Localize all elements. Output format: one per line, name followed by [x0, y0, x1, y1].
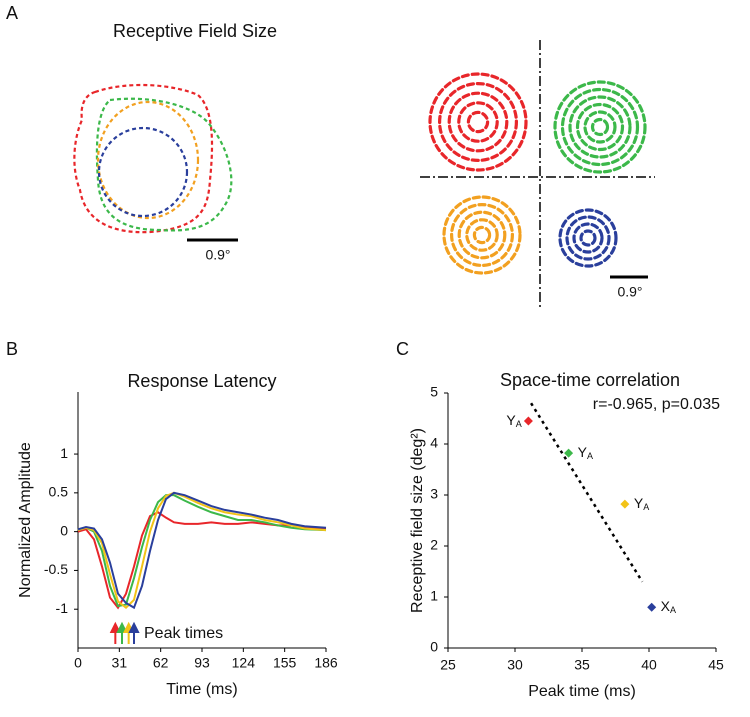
y-tick-label: 0.5 [49, 484, 69, 500]
chart-title: Response Latency [127, 371, 276, 391]
y-tick-label: -1 [56, 600, 69, 616]
rf-ring [579, 229, 597, 247]
y-axis-label: Normalized Amplitude [17, 442, 34, 598]
rf-ring [558, 208, 618, 268]
series-line [77, 491, 327, 610]
panel-label: A [6, 3, 18, 23]
rf-contours [73, 83, 233, 234]
rf-ring [472, 225, 492, 245]
rf-ring [583, 110, 617, 144]
rf-ring [442, 195, 522, 275]
x-tick-label: 62 [153, 655, 169, 671]
x-tick-label: 93 [194, 655, 210, 671]
x-tick-label: 30 [507, 657, 523, 673]
point [647, 602, 657, 612]
annotation: Peak times [144, 625, 223, 642]
y-tick-label: 1 [60, 445, 68, 461]
x-tick-label: 45 [708, 657, 724, 673]
point [620, 499, 630, 509]
rf-ring [457, 210, 507, 260]
contour [95, 97, 233, 232]
chart-title: Space-time correlation [500, 370, 680, 390]
y-tick-label: 1 [430, 588, 438, 604]
scale-label: 0.9° [617, 284, 642, 300]
point [564, 448, 574, 458]
y-tick-label: 0 [60, 522, 68, 538]
x-tick-label: 186 [314, 655, 338, 671]
panel-label: C [396, 339, 409, 359]
y-tick-label: 4 [430, 435, 438, 451]
rf-ring [572, 222, 604, 254]
x-tick-label: 155 [273, 655, 297, 671]
y-tick-label: 3 [430, 486, 438, 502]
rf-ring [450, 203, 515, 268]
x-tick-label: 35 [574, 657, 590, 673]
rf-ring [553, 80, 647, 174]
y-tick-label: -0.5 [44, 561, 68, 577]
trend-line [530, 402, 644, 583]
y-tick-label: 0 [430, 639, 438, 655]
point-label: XA [661, 598, 676, 616]
rf-ring [575, 102, 625, 152]
rf-ring [590, 117, 610, 137]
x-tick-label: 40 [641, 657, 657, 673]
rf-ring [428, 72, 528, 172]
rf-ring [457, 101, 499, 143]
x-axis-label: Time (ms) [166, 681, 237, 698]
point-label: YA [578, 444, 593, 462]
rf-ring [438, 81, 519, 163]
point-label: YA [506, 412, 521, 430]
y-tick-label: 2 [430, 537, 438, 553]
annotation: r=-0.965, p=0.035 [593, 396, 720, 413]
series-line [77, 491, 327, 609]
panel-title: Receptive Field Size [113, 21, 277, 41]
rf-ring [565, 215, 611, 261]
x-axis-label: Peak time (ms) [528, 683, 636, 700]
y-tick-label: 5 [430, 384, 438, 400]
rf-ring [465, 218, 499, 252]
point [523, 416, 533, 426]
x-tick-label: 25 [440, 657, 456, 673]
rf-ring [560, 87, 640, 167]
rf-maps [428, 72, 647, 275]
rf-ring [568, 95, 632, 159]
y-axis-label: Receptive field size (deg²) [409, 428, 426, 613]
scale-label: 0.9° [205, 247, 230, 263]
x-tick-label: 124 [232, 655, 256, 671]
rf-ring [447, 91, 509, 153]
rf-ring [466, 110, 490, 134]
series-line [77, 511, 327, 610]
contour [96, 100, 200, 220]
point-label: YA [634, 495, 649, 513]
peak-arrow [109, 621, 121, 644]
x-tick-label: 31 [112, 655, 128, 671]
x-tick-label: 0 [74, 655, 82, 671]
contour [73, 83, 214, 234]
contour [97, 126, 189, 218]
panel-label: B [6, 339, 18, 359]
peak-arrow [116, 621, 128, 644]
peak-arrow [128, 621, 140, 644]
